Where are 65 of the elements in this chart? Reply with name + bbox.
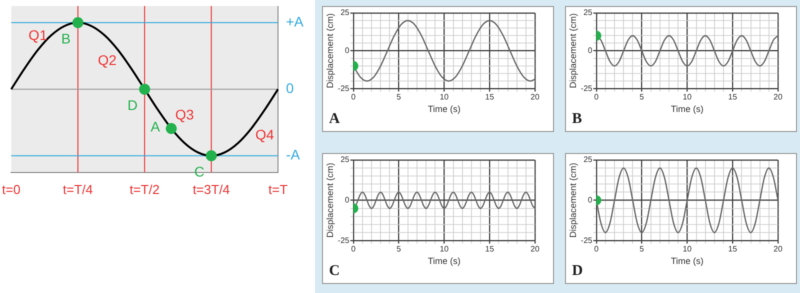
y-tick-label: 0 [588, 46, 593, 56]
x-axis-title: Time (s) [670, 256, 704, 266]
point [139, 84, 150, 95]
x-tick-label: 15 [485, 244, 495, 254]
annotation: Q2 [98, 52, 117, 68]
x-tick-label: t=T/4 [62, 182, 93, 197]
point [72, 17, 84, 28]
annotation: Q4 [255, 126, 274, 143]
x-tick-label: 20 [774, 92, 783, 102]
y-tick-label: 25 [583, 155, 593, 164]
text: A [329, 111, 340, 128]
y-tick-label: -25 [338, 236, 350, 245]
x-tick-label: t=T/2 [130, 182, 160, 197]
annotation: C [194, 164, 204, 180]
x-tick-label: 20 [530, 92, 540, 102]
y-tick-label: -25 [338, 84, 350, 93]
x-axis-title: Time (s) [428, 256, 461, 266]
y-axis-title: Displacement (cm) [324, 13, 335, 88]
y-tick-label: 25 [340, 8, 350, 18]
x-tick-label: 5 [640, 92, 645, 102]
annotation: Q1 [28, 26, 48, 43]
point [166, 122, 177, 134]
x-tick-label: t=T [268, 182, 288, 197]
y-axis-title: Displacement (cm) [568, 13, 578, 88]
x-tick-label: 10 [682, 244, 692, 254]
annotation: D [128, 97, 138, 114]
x-tick-label: 15 [728, 244, 738, 254]
x-axis-title: Time (s) [670, 104, 704, 114]
y-axis-title: Displacement (cm) [324, 162, 335, 238]
y-axis-title: Displacement (cm) [568, 162, 578, 238]
x-tick-label: 5 [640, 244, 645, 254]
text: C [329, 263, 340, 280]
x-tick-label: 20 [530, 244, 540, 254]
x-tick-label: 5 [396, 92, 402, 102]
y-tick-label: 25 [340, 155, 350, 164]
y-tick-label: 0 [344, 46, 350, 56]
line-series [353, 20, 535, 82]
x-tick-label: 0 [351, 92, 356, 102]
y-tick-label: 0 [344, 196, 350, 205]
x-tick-label: 0 [594, 244, 600, 254]
x-tick-label: 0 [594, 92, 600, 102]
point [206, 150, 217, 162]
x-tick-label: 15 [728, 92, 738, 102]
x-tick-label: 20 [774, 244, 783, 254]
x-axis-title: Time (s) [428, 104, 461, 114]
text: B [572, 111, 582, 128]
x-tick-label: 15 [485, 92, 495, 102]
x-tick-label: 10 [682, 92, 692, 102]
ref-line-label: -A [286, 146, 301, 163]
x-tick-label: t=0 [2, 182, 20, 197]
annotation: A [150, 118, 161, 134]
text: D [572, 263, 583, 280]
x-tick-label: t=3T/4 [192, 182, 230, 197]
y-tick-label: 0 [588, 196, 593, 205]
annotation: B [61, 30, 71, 46]
y-tick-label: -25 [580, 84, 593, 93]
x-tick-label: 10 [440, 244, 450, 254]
x-tick-label: 5 [396, 244, 402, 254]
annotation: Q3 [175, 106, 194, 123]
ref-line-label: +A [286, 14, 304, 30]
y-tick-label: -25 [580, 236, 593, 245]
line-series [596, 167, 778, 234]
x-tick-label: 10 [440, 92, 450, 102]
y-tick-label: 25 [583, 8, 593, 18]
x-tick-label: 0 [351, 244, 356, 254]
